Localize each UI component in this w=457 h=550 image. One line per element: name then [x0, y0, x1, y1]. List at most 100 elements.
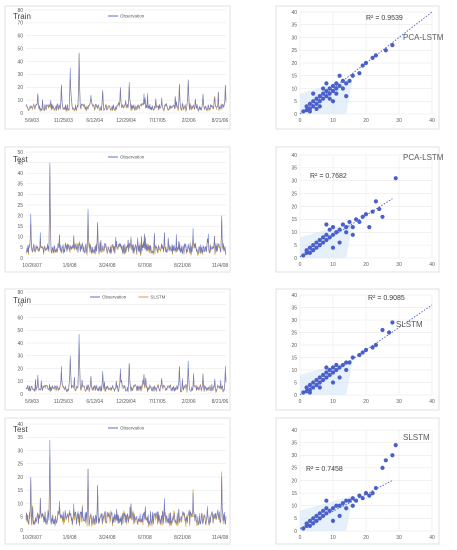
y-tick-label: 25: [291, 191, 297, 197]
scatter-point: [317, 511, 322, 516]
scatter-point: [334, 503, 339, 508]
y-tick-label: 5: [294, 516, 297, 522]
scatter-point: [340, 501, 345, 506]
x-tick-label: 5/9/03: [25, 118, 39, 124]
trendline: [299, 198, 393, 258]
y-tick-label: 70: [17, 21, 23, 27]
scatter-point: [324, 365, 329, 370]
y-tick-label: 5: [294, 99, 297, 105]
y-tick-label: 5: [294, 380, 297, 386]
scatter-point: [330, 225, 336, 230]
scatter-point: [314, 96, 319, 101]
x-tick-label: 5/9/03: [25, 399, 39, 405]
x-tick-label: 2/2/06: [182, 118, 196, 124]
scatter-point: [301, 253, 306, 258]
x-tick-label: 6/7/08: [138, 263, 152, 269]
x-tick-label: 8/21/08: [174, 263, 191, 269]
y-tick-label: 10: [291, 504, 297, 510]
x-tick-label: 0: [299, 262, 302, 268]
scatter-point: [311, 243, 316, 248]
scatter-point: [321, 508, 326, 513]
scatter-point: [330, 365, 336, 370]
y-tick-label: 70: [17, 303, 23, 309]
model-label: SLSTM: [396, 320, 423, 329]
scatter-point: [340, 362, 345, 368]
scatter-point: [390, 43, 395, 48]
x-tick-label: 6/12/04: [86, 399, 103, 405]
y-tick-label: 20: [17, 366, 23, 372]
scatter-point: [390, 453, 395, 458]
scatter-point: [307, 250, 312, 255]
x-tick-label: 10: [330, 118, 336, 124]
y-tick-label: 5: [294, 243, 297, 249]
scatter-point: [307, 245, 312, 250]
scatter-point: [330, 83, 336, 89]
scatter-point: [317, 380, 322, 385]
chart-frame: [4, 146, 231, 273]
y-tick-label: 10: [17, 501, 23, 507]
scatter-point: [347, 219, 352, 225]
x-tick-label: 8/21/08: [174, 535, 191, 541]
scatter-point: [327, 227, 332, 232]
scatter-point: [337, 240, 342, 245]
scatter-point: [311, 516, 316, 521]
trendline: [299, 304, 433, 396]
chart-title: Train: [13, 296, 31, 305]
y-tick-label: 20: [291, 343, 297, 349]
observation-series-line: [25, 334, 227, 393]
y-tick-label: 30: [17, 448, 23, 454]
r-squared-label: R² = 0.7682: [310, 173, 347, 180]
scatter-point: [370, 345, 375, 350]
y-tick-label: 10: [17, 235, 23, 241]
scatter-chart-4: 0 5 10 15 20 25 30 35 40 0 10 20 30 40 R² = 0.7458 SLST…: [275, 417, 440, 545]
scatter-point: [357, 71, 362, 76]
x-tick-label: 8/21/06: [212, 399, 229, 405]
x-tick-label: 10: [330, 535, 336, 541]
x-tick-label: 7/17/05: [149, 118, 166, 124]
scatter-point: [311, 380, 316, 385]
x-tick-label: 30: [396, 262, 402, 268]
x-tick-label: 40: [429, 535, 435, 541]
y-tick-label: 20: [17, 85, 23, 91]
scatter-point: [344, 506, 349, 511]
y-tick-label: 15: [291, 491, 297, 497]
scatter-point: [380, 327, 385, 333]
scatter-point: [324, 506, 329, 511]
x-tick-label: 2/2/06: [182, 399, 196, 405]
scatter-point: [344, 94, 349, 99]
model-label: PCA-LSTM: [403, 33, 444, 42]
scatter-chart-1: 0 5 10 15 20 25 30 35 40 0 10 20 30 40 R² = 0.9539 PCA-…: [275, 5, 444, 130]
scatter-point: [324, 370, 329, 375]
y-tick-label: 40: [291, 293, 297, 299]
y-tick-label: 10: [291, 230, 297, 236]
x-tick-label: 40: [429, 399, 435, 405]
x-tick-label: 11/25/03: [54, 399, 73, 405]
scatter-point: [367, 493, 372, 498]
scatter-point: [314, 513, 319, 518]
y-tick-label: 40: [291, 10, 297, 16]
scatter-point: [350, 503, 355, 508]
y-tick-label: 50: [17, 150, 23, 156]
scatter-point: [344, 225, 349, 230]
scatter-point: [337, 513, 342, 518]
y-tick-label: 5: [20, 515, 23, 521]
observation-series-line: [25, 53, 227, 112]
scatter-point: [370, 491, 375, 496]
scatter-point: [311, 385, 316, 390]
legend-label: Observation: [120, 14, 145, 19]
x-tick-label: 40: [429, 118, 435, 124]
y-tick-label: 10: [17, 98, 23, 104]
scatter-point: [324, 81, 329, 86]
y-tick-label: 0: [294, 112, 297, 118]
y-tick-label: 20: [17, 475, 23, 481]
y-tick-label: 10: [17, 379, 23, 385]
scatter-point: [350, 225, 355, 230]
scatter-point: [311, 99, 316, 104]
x-tick-label: 10: [330, 399, 336, 405]
scatter-point: [311, 248, 316, 253]
x-tick-label: 20: [363, 262, 369, 268]
legend-label: Observation: [120, 155, 145, 160]
scatter-point: [321, 372, 326, 378]
scatter-point: [317, 375, 322, 380]
scatter-chart-3: 0 5 10 15 20 25 30 35 40 0 10 20 30 40 R² = 0.9085 SLST…: [275, 288, 440, 411]
